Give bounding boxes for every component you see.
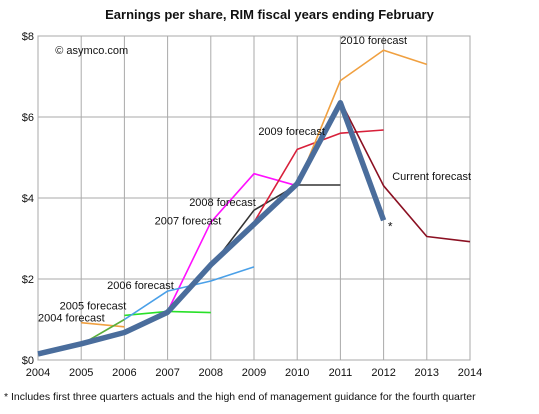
- series-label: 2009 forecast: [258, 126, 325, 138]
- x-tick-label: 2012: [371, 367, 395, 379]
- x-tick-label: 2007: [155, 367, 179, 379]
- x-tick-label: 2011: [329, 367, 353, 379]
- series-label: 2010 forecast: [340, 35, 407, 47]
- y-tick-label: $2: [22, 274, 34, 286]
- series-line: [210, 184, 341, 268]
- series-line-actuals: [37, 100, 387, 357]
- x-tick-label: 2004: [26, 367, 50, 379]
- y-tick-label: $0: [22, 355, 34, 367]
- y-tick-label: $8: [22, 31, 34, 43]
- x-tick-label: 2010: [285, 367, 309, 379]
- x-tick-label: 2013: [415, 367, 439, 379]
- y-tick-label: $4: [22, 193, 34, 205]
- series-label: 2007 forecast: [155, 215, 222, 227]
- series-label: 2004 forecast: [38, 313, 105, 325]
- series-line: [296, 49, 428, 187]
- series-line: [339, 100, 471, 243]
- chart-title: Earnings per share, RIM fiscal years end…: [105, 7, 434, 22]
- series-line: [81, 321, 125, 328]
- series-line: [166, 172, 298, 312]
- series-label: Current forecast: [392, 171, 471, 183]
- y-tick-label: $6: [22, 112, 34, 124]
- chart-footnote: * Includes first three quarters actuals …: [4, 391, 476, 403]
- footnote-marker: *: [388, 219, 393, 233]
- series-label: 2005 forecast: [60, 300, 127, 312]
- x-tick-label: 2009: [242, 367, 266, 379]
- copyright-label: © asymco.com: [55, 45, 128, 57]
- series-label: 2006 forecast: [107, 280, 174, 292]
- x-tick-label: 2008: [199, 367, 223, 379]
- x-tick-label: 2006: [112, 367, 136, 379]
- series-label: 2008 forecast: [189, 197, 256, 209]
- x-tick-label: 2005: [69, 367, 93, 379]
- x-tick-label: 2014: [458, 367, 482, 379]
